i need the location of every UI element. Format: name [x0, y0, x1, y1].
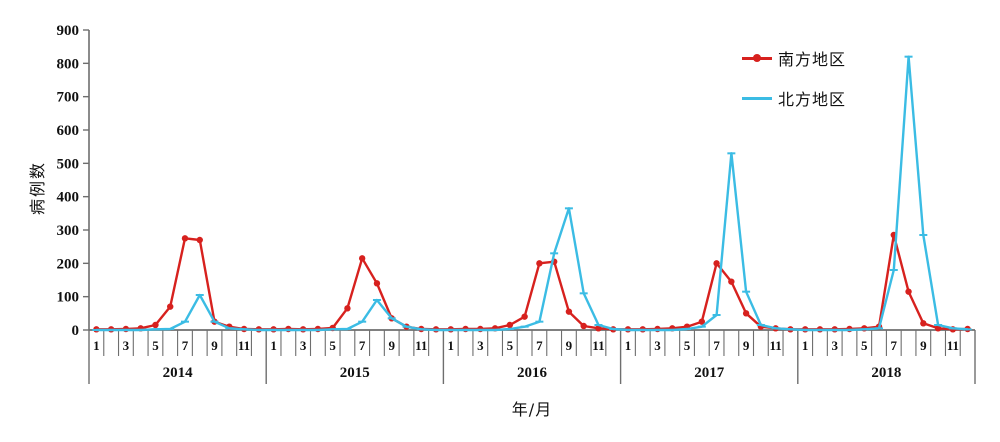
svg-text:800: 800 [57, 56, 80, 72]
svg-text:5: 5 [152, 338, 159, 353]
legend-item-north: 北方地区 [742, 86, 846, 110]
svg-text:11: 11 [592, 338, 604, 353]
svg-text:0: 0 [72, 323, 80, 339]
svg-text:7: 7 [182, 338, 189, 353]
svg-text:3: 3 [831, 338, 838, 353]
series-south-line [93, 231, 971, 333]
series-north-line [92, 55, 972, 332]
svg-text:5: 5 [861, 338, 868, 353]
south-series-dot-icon [753, 54, 761, 62]
svg-text:5: 5 [507, 338, 514, 353]
svg-text:300: 300 [57, 223, 80, 239]
svg-text:1: 1 [625, 338, 632, 353]
svg-text:9: 9 [211, 338, 218, 353]
svg-text:200: 200 [57, 256, 80, 272]
svg-text:5: 5 [684, 338, 691, 353]
legend: 南方地区 北方地区 [742, 46, 846, 110]
svg-text:9: 9 [566, 338, 573, 353]
svg-text:11: 11 [415, 338, 427, 353]
svg-text:9: 9 [388, 338, 395, 353]
svg-text:1: 1 [270, 338, 277, 353]
x-axis-ticks [88, 330, 976, 384]
legend-label-north: 北方地区 [778, 90, 847, 109]
svg-text:1: 1 [802, 338, 809, 353]
svg-text:7: 7 [891, 338, 898, 353]
legend-item-south: 南方地区 [742, 46, 846, 70]
svg-text:11: 11 [238, 338, 250, 353]
y-axis-ticks: 0 100 200 300 400 500 600 700 800 900 [57, 23, 89, 339]
svg-text:900: 900 [57, 23, 80, 39]
svg-text:9: 9 [920, 338, 927, 353]
svg-text:7: 7 [713, 338, 720, 353]
svg-text:5: 5 [329, 338, 336, 353]
svg-text:2016: 2016 [517, 365, 548, 381]
svg-text:11: 11 [770, 338, 782, 353]
svg-text:600: 600 [57, 123, 80, 139]
svg-text:400: 400 [57, 190, 80, 206]
svg-text:2014: 2014 [163, 365, 194, 381]
svg-text:7: 7 [536, 338, 543, 353]
svg-text:2015: 2015 [340, 365, 370, 381]
legend-label-south: 南方地区 [778, 50, 847, 69]
svg-text:700: 700 [57, 90, 80, 106]
svg-text:11: 11 [947, 338, 959, 353]
svg-text:3: 3 [654, 338, 661, 353]
svg-text:500: 500 [57, 156, 80, 172]
svg-text:3: 3 [123, 338, 130, 353]
svg-text:1: 1 [93, 338, 100, 353]
month-labels: 1 3 5 7 9 11 1 3 5 7 9 11 1 3 5 7 9 11 1 3 5 7 9 11 1 3 5 7 9 11 [93, 338, 959, 353]
south-series-line-icon [742, 54, 772, 62]
svg-text:3: 3 [300, 338, 307, 353]
x-axis-title: 年/月 [511, 400, 553, 419]
svg-text:1: 1 [448, 338, 455, 353]
svg-text:3: 3 [477, 338, 484, 353]
svg-text:2018: 2018 [871, 365, 901, 381]
svg-text:9: 9 [743, 338, 750, 353]
svg-text:100: 100 [57, 290, 80, 306]
svg-text:7: 7 [359, 338, 366, 353]
y-axis-title: 病例数 [28, 161, 47, 216]
north-series-line-icon [742, 96, 772, 100]
svg-text:2017: 2017 [694, 365, 725, 381]
year-labels: 2014 2015 2016 2017 2018 [163, 365, 902, 381]
